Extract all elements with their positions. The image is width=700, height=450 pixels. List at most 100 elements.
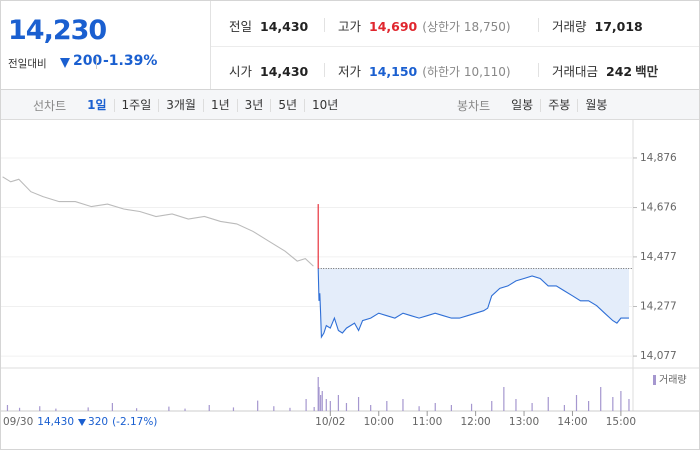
volume-bar (370, 405, 372, 411)
tab[interactable]: 일봉 (511, 98, 534, 112)
tab[interactable]: 1일 (87, 98, 107, 112)
candle-tabs: 봉차트 일봉 주봉 월봉 (457, 97, 614, 114)
x-tick-label: 10/02 (315, 416, 345, 428)
volume-bar (402, 399, 404, 411)
divider (324, 18, 325, 32)
x-tick-label: 14:00 (557, 416, 587, 428)
volume-bar (450, 405, 452, 411)
tab[interactable]: 월봉 (577, 99, 614, 112)
tab[interactable]: 5년 (270, 99, 304, 112)
tab[interactable]: 3년 (236, 99, 271, 112)
change-label: 전일대비 (8, 58, 47, 70)
y-tick-label: 14,876 (640, 152, 677, 164)
volume-bar (317, 377, 319, 411)
stat-value: 17,018 (594, 19, 643, 34)
x-tick-label: 12:00 (460, 416, 490, 428)
volume-bar (111, 403, 113, 411)
x-tick-label: 15:00 (606, 416, 636, 428)
tab[interactable]: 10년 (304, 99, 345, 112)
down-icon (78, 418, 87, 426)
divider (538, 18, 539, 32)
stat: 고가 14,690 (상한가 18,750) (338, 16, 511, 35)
divider (324, 63, 325, 77)
stat-value: 14,150 (369, 64, 418, 79)
volume-bar (6, 405, 9, 411)
divider (538, 63, 539, 77)
y-tick-label: 14,676 (640, 202, 677, 214)
tab-group-label: 봉차트 (457, 99, 491, 113)
volume-bar (531, 403, 533, 411)
volume-bar (325, 399, 327, 411)
volume-bar (321, 391, 323, 411)
stat-label: 거래대금 (552, 64, 599, 79)
tab[interactable]: 3개월 (158, 99, 203, 112)
stat-note: (하한가 10,110) (422, 65, 511, 79)
prev-change: 320 (88, 416, 109, 428)
volume-bar (337, 395, 339, 411)
divider (1, 89, 699, 90)
x-tick-label: 13:00 (509, 416, 539, 428)
stat: 저가 14,150 (하한가 10,110) (338, 61, 511, 80)
volume-bar (55, 408, 57, 411)
volume-bar (257, 400, 259, 411)
prev-price: 14,430 (37, 416, 75, 428)
volume-bar (136, 408, 138, 411)
prev-date: 09/30 (3, 416, 34, 428)
tab[interactable]: 주봉 (540, 99, 577, 112)
stat-label: 고가 (338, 19, 362, 34)
legend-swatch (653, 375, 656, 385)
tab[interactable]: 1년 (202, 99, 237, 112)
stat: 전일 14,430 (229, 16, 308, 35)
price-line (317, 268, 629, 339)
divider (210, 1, 211, 89)
volume-bar (313, 407, 315, 411)
volume-bar (491, 401, 493, 411)
area (318, 268, 629, 337)
volume-bar (434, 403, 436, 411)
volume-bar (418, 406, 420, 411)
volume-bar (563, 405, 565, 411)
volume-bar (515, 399, 517, 411)
stat-label: 시가 (229, 64, 253, 79)
volume-bar (600, 387, 602, 411)
stat-note: (상한가 18,750) (422, 20, 511, 34)
stat-value: 14,430 (260, 19, 309, 34)
volume-bar (232, 407, 235, 411)
price-line (2, 176, 314, 267)
stat-value: 14,690 (369, 19, 418, 34)
volume-bar (329, 401, 331, 411)
volume-bar (320, 395, 322, 411)
volume-bar (184, 408, 186, 411)
current-price: 14,230 (8, 15, 107, 46)
volume-bar (289, 407, 291, 411)
volume-bar (386, 401, 388, 411)
legend-label: 거래량 (659, 374, 687, 386)
tab[interactable]: 1주일 (113, 99, 159, 112)
volume-bar (18, 407, 21, 411)
stat-value: 14,430 (260, 64, 309, 79)
x-tick-label: 10:00 (364, 416, 394, 428)
y-tick-label: 14,277 (640, 300, 677, 312)
volume-bar (273, 406, 275, 411)
change-rate: -1.39% (103, 53, 158, 69)
prev-info: 09/30 14,430 320 (-2.17%) (3, 416, 157, 428)
volume-bar (305, 399, 307, 411)
stat-label: 저가 (338, 64, 362, 79)
stat-value: 242 (606, 64, 633, 79)
volume-bar (208, 405, 210, 411)
stat: 시가 14,430 (229, 61, 308, 80)
volume-bar (588, 401, 590, 411)
stat-label: 거래량 (552, 19, 587, 34)
volume-bar (612, 397, 614, 411)
y-tick-label: 14,077 (640, 350, 677, 362)
volume-bar (575, 395, 578, 411)
stat: 거래량 17,018 (552, 16, 643, 35)
volume-bar (628, 399, 630, 411)
prev-rate: (-2.17%) (112, 416, 158, 428)
x-tick-label: 11:00 (412, 416, 442, 428)
tab-bar: 선차트 1일 1주일 3개월 1년 3년 5년 10년 봉차트 일봉 주봉 월봉 (1, 90, 699, 120)
volume-bar (168, 406, 170, 411)
volume-bar (345, 403, 348, 411)
y-tick-label: 14,477 (640, 251, 677, 263)
